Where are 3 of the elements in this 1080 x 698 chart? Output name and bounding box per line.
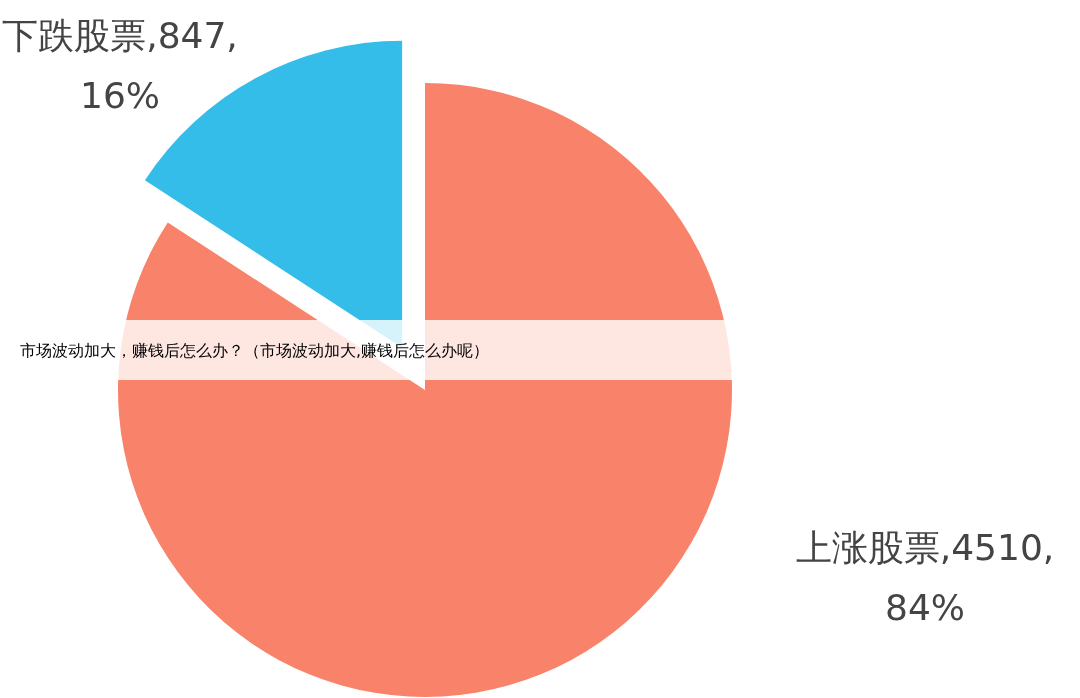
slice-label: 下跌股票,847, 16% — [2, 15, 238, 116]
text: 市场波动加大，赚钱后怎么办？（市场波动加大,赚钱后怎么办呢） — [20, 341, 490, 360]
slice-label: 上涨股票,4510, 84% — [795, 527, 1055, 628]
